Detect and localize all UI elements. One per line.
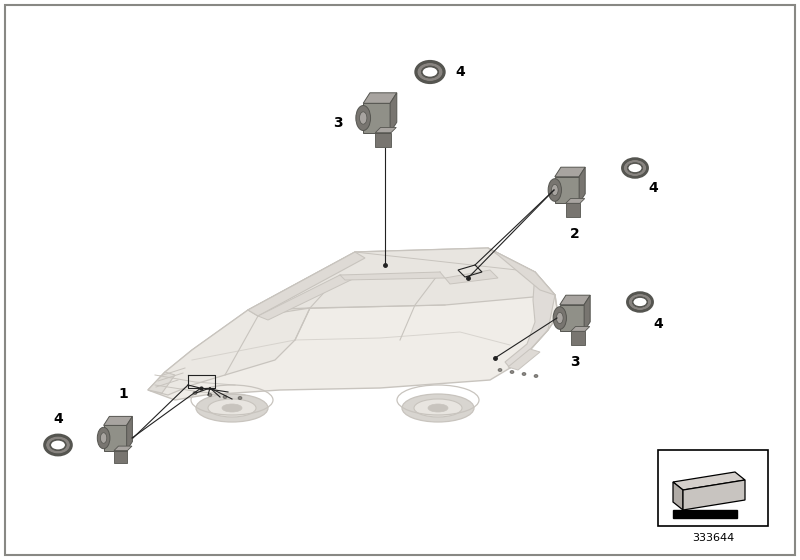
- Ellipse shape: [208, 399, 256, 417]
- Polygon shape: [390, 93, 397, 133]
- Ellipse shape: [359, 112, 367, 124]
- Ellipse shape: [629, 294, 651, 310]
- Polygon shape: [375, 128, 396, 133]
- Text: 4: 4: [648, 181, 658, 195]
- Ellipse shape: [222, 404, 242, 412]
- Ellipse shape: [624, 160, 646, 176]
- Ellipse shape: [633, 297, 647, 307]
- Text: 3: 3: [570, 355, 580, 369]
- Polygon shape: [584, 295, 590, 332]
- Text: 4: 4: [53, 412, 63, 426]
- Polygon shape: [488, 248, 555, 295]
- Polygon shape: [673, 472, 745, 490]
- Ellipse shape: [633, 297, 647, 307]
- Ellipse shape: [428, 404, 448, 412]
- Ellipse shape: [628, 163, 642, 173]
- Polygon shape: [248, 248, 555, 310]
- Polygon shape: [570, 332, 585, 344]
- Ellipse shape: [551, 184, 558, 195]
- Ellipse shape: [557, 312, 563, 324]
- Ellipse shape: [98, 427, 110, 449]
- Ellipse shape: [193, 391, 197, 394]
- Text: 1: 1: [118, 387, 128, 401]
- Polygon shape: [126, 417, 133, 451]
- Ellipse shape: [208, 394, 212, 396]
- Polygon shape: [148, 308, 310, 395]
- Polygon shape: [566, 199, 585, 203]
- Polygon shape: [148, 372, 175, 393]
- Polygon shape: [555, 167, 586, 177]
- Ellipse shape: [418, 63, 442, 81]
- Text: 2: 2: [570, 227, 580, 241]
- Text: 4: 4: [653, 317, 663, 331]
- Polygon shape: [114, 451, 127, 463]
- Ellipse shape: [101, 433, 106, 444]
- Polygon shape: [248, 252, 365, 316]
- Ellipse shape: [628, 163, 642, 173]
- Ellipse shape: [522, 372, 526, 376]
- Ellipse shape: [534, 375, 538, 377]
- Ellipse shape: [196, 394, 268, 422]
- Polygon shape: [560, 305, 584, 332]
- Ellipse shape: [422, 67, 438, 77]
- Ellipse shape: [50, 440, 66, 450]
- Ellipse shape: [402, 394, 474, 422]
- Polygon shape: [505, 272, 555, 368]
- Polygon shape: [114, 446, 132, 451]
- Text: 4: 4: [455, 65, 465, 79]
- Polygon shape: [363, 103, 390, 133]
- Polygon shape: [340, 272, 445, 280]
- Polygon shape: [258, 275, 355, 320]
- Polygon shape: [579, 167, 586, 203]
- Polygon shape: [683, 480, 745, 510]
- Ellipse shape: [548, 179, 562, 201]
- Polygon shape: [445, 270, 498, 284]
- Polygon shape: [555, 177, 579, 203]
- Polygon shape: [673, 482, 683, 510]
- Ellipse shape: [238, 396, 242, 399]
- Bar: [673, 510, 737, 518]
- Polygon shape: [570, 326, 590, 332]
- Bar: [658, 450, 768, 526]
- Polygon shape: [560, 295, 590, 305]
- Polygon shape: [148, 248, 558, 400]
- Ellipse shape: [498, 368, 502, 371]
- Ellipse shape: [46, 436, 70, 454]
- Ellipse shape: [356, 105, 370, 130]
- Ellipse shape: [50, 440, 66, 450]
- Polygon shape: [363, 93, 397, 103]
- Polygon shape: [104, 426, 126, 451]
- Polygon shape: [375, 133, 391, 147]
- Ellipse shape: [414, 399, 462, 417]
- Ellipse shape: [510, 371, 514, 374]
- Polygon shape: [566, 203, 580, 217]
- Polygon shape: [508, 349, 540, 370]
- Text: 333644: 333644: [692, 533, 734, 543]
- Ellipse shape: [553, 307, 566, 329]
- Text: 3: 3: [333, 116, 343, 130]
- Ellipse shape: [422, 67, 438, 77]
- Ellipse shape: [223, 395, 227, 399]
- Polygon shape: [104, 417, 133, 426]
